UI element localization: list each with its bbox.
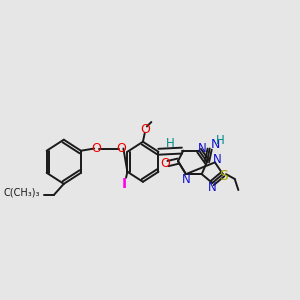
Text: N: N <box>182 173 190 186</box>
Text: S: S <box>219 169 228 183</box>
Text: O: O <box>141 123 151 136</box>
Text: O: O <box>116 142 126 155</box>
Text: H: H <box>166 137 175 150</box>
Text: N: N <box>198 142 207 155</box>
Text: O: O <box>91 142 101 155</box>
Text: C(CH₃)₃: C(CH₃)₃ <box>4 187 40 197</box>
Text: N: N <box>208 181 217 194</box>
Text: N: N <box>213 153 222 166</box>
Text: N: N <box>211 139 220 152</box>
Text: O: O <box>160 157 170 170</box>
Text: H: H <box>216 134 225 147</box>
Text: I: I <box>122 177 127 190</box>
